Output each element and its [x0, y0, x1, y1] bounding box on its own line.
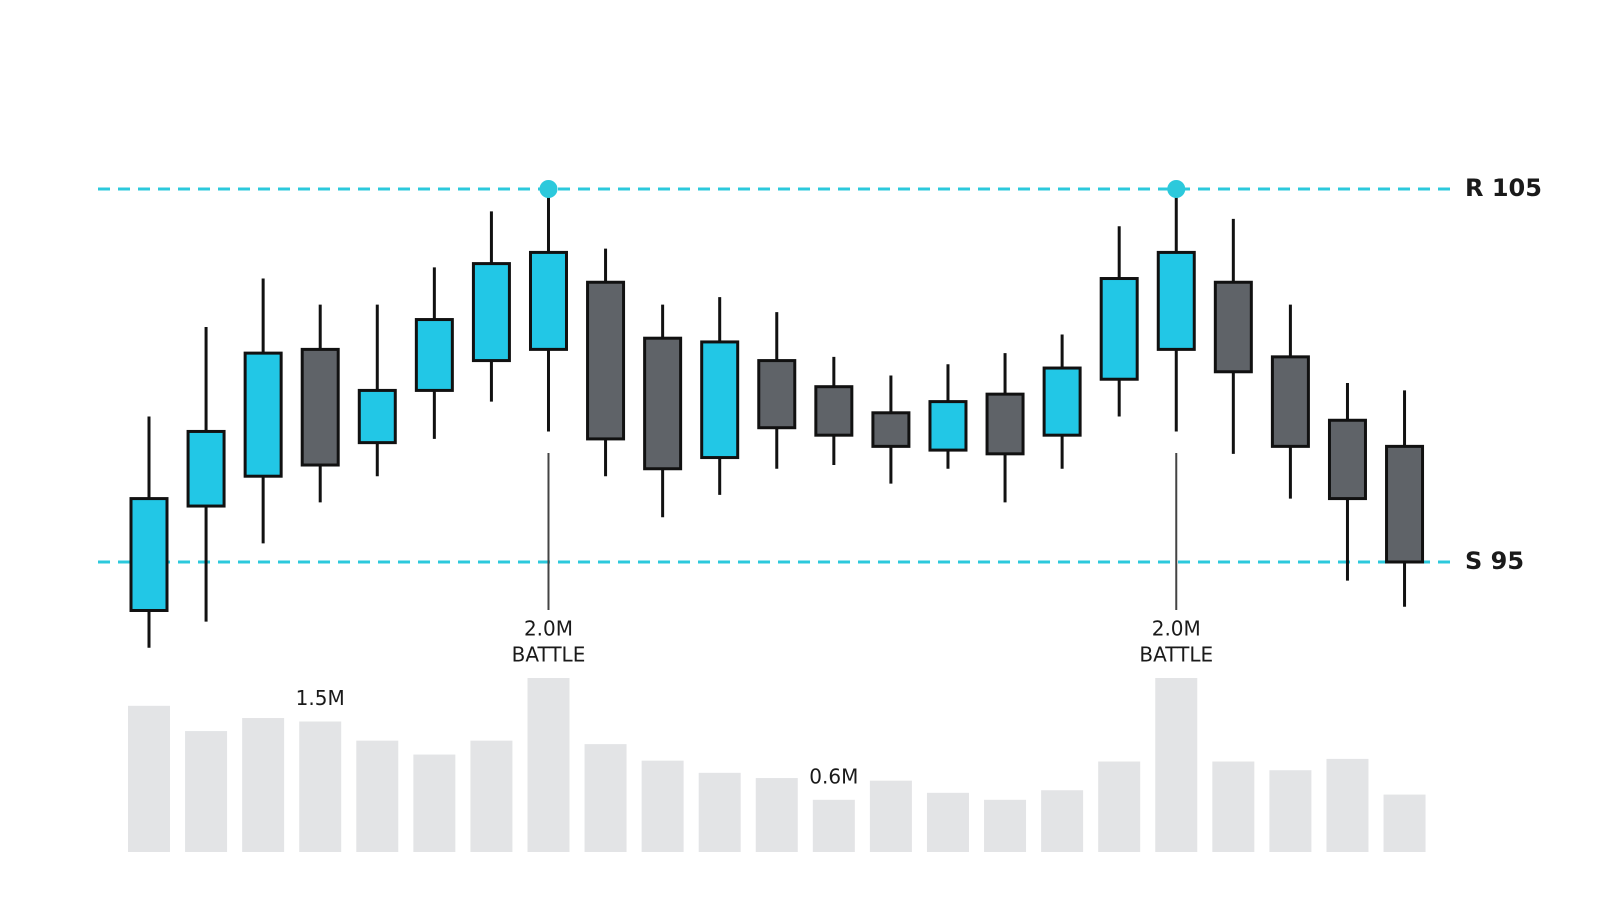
- touch-dot: [539, 180, 558, 198]
- volume-bar: [984, 799, 1027, 852]
- annotation-text: BATTLE: [512, 643, 586, 667]
- volume-label: 1.5M: [296, 686, 345, 710]
- volume-bar: [356, 740, 399, 852]
- volume-bar: [299, 721, 342, 852]
- volume-label: 0.6M: [809, 764, 858, 788]
- volume-bar: [1212, 761, 1255, 852]
- candle-body: [586, 280, 626, 441]
- volume-bar: [470, 740, 513, 852]
- volume-bar: [1041, 790, 1084, 852]
- volume-bar: [698, 772, 741, 852]
- annotation-text: 2.0M: [1152, 617, 1201, 641]
- candle-body: [1385, 444, 1425, 564]
- candle-body: [300, 347, 340, 467]
- volume-bar: [185, 731, 228, 852]
- volume-bar: [641, 760, 684, 852]
- candle-body: [643, 336, 683, 471]
- candle-body: [414, 318, 454, 392]
- volume-bar: [527, 678, 570, 852]
- volume-bar: [1383, 794, 1426, 852]
- candle-body: [1156, 250, 1196, 351]
- volume-bar: [1155, 678, 1198, 852]
- volume-bar: [584, 744, 627, 852]
- candle-body: [700, 340, 740, 460]
- level-label: R 105: [1465, 174, 1542, 202]
- candle-body: [1327, 418, 1367, 501]
- candle-body: [186, 429, 226, 508]
- volume-bar: [755, 778, 798, 852]
- annotation-text: 2.0M: [524, 617, 573, 641]
- level-label: S 95: [1465, 547, 1524, 575]
- volume-bar: [1269, 770, 1312, 852]
- volume-bar: [812, 799, 855, 852]
- candle-body: [1042, 366, 1082, 437]
- candle-body: [471, 262, 511, 363]
- candle-body: [1099, 277, 1139, 381]
- volume-bar: [242, 718, 285, 852]
- volume-bar: [413, 754, 456, 852]
- candle-body: [814, 385, 854, 437]
- volume-bar: [128, 705, 170, 852]
- volume-bar: [869, 780, 912, 852]
- candle-body: [243, 351, 283, 478]
- candle-body: [528, 250, 568, 351]
- volume-bar: [1098, 761, 1141, 852]
- candle-body: [871, 411, 911, 448]
- candle-body: [757, 359, 797, 430]
- annotation-text: BATTLE: [1139, 643, 1213, 667]
- candle-body: [129, 497, 169, 612]
- candle-body: [357, 388, 397, 445]
- candle-body: [1213, 280, 1253, 374]
- volume-bar: [1326, 758, 1369, 852]
- candle-body: [1270, 355, 1310, 448]
- candle-body: [985, 392, 1025, 456]
- volume-bar: [926, 792, 969, 852]
- touch-dot: [1167, 180, 1186, 198]
- candle-body: [928, 400, 968, 452]
